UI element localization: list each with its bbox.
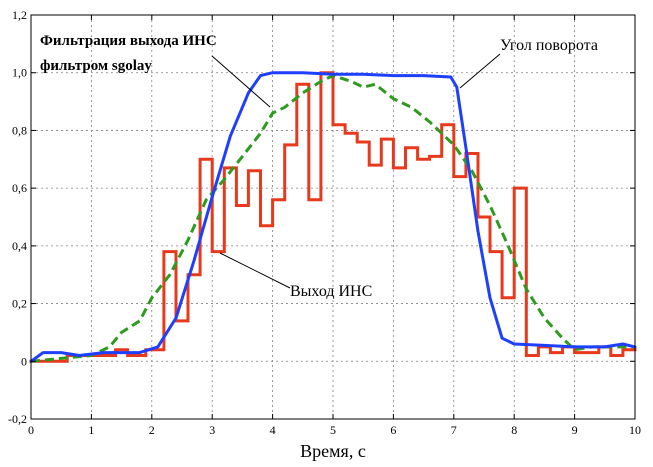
y-tick-label: 0,6 — [12, 181, 27, 195]
x-tick-label: 5 — [330, 423, 336, 437]
x-tick-label: 0 — [28, 423, 34, 437]
annotation-arrow-filter — [211, 55, 271, 108]
annotation-filter-line2: фильтром sgolay — [40, 58, 152, 74]
y-tick-label: 0 — [21, 354, 27, 368]
series-layer — [29, 71, 637, 363]
annotation-angle: Угол поворота — [500, 37, 598, 54]
series-angle-line — [29, 71, 637, 363]
y-tick-label: 0,2 — [12, 297, 27, 311]
x-tick-label: 1 — [88, 423, 94, 437]
y-tick-label: -0,2 — [8, 412, 27, 426]
annotation-arrow-ins — [219, 252, 291, 289]
x-tick-label: 9 — [572, 423, 578, 437]
x-tick-label: 7 — [451, 423, 457, 437]
x-tick-label: 6 — [390, 423, 396, 437]
x-tick-label: 10 — [629, 423, 641, 437]
annotation-filter-line1: Фильтрация выхода ИНС — [40, 33, 217, 49]
x-tick-label: 3 — [209, 423, 215, 437]
y-tick-label: 0,4 — [12, 239, 27, 253]
y-tick-labels: -0,2 0 0,2 0,4 0,6 0,8 1,0 1,2 — [8, 8, 27, 426]
annotation-arrow-angle — [459, 53, 501, 89]
y-tick-label: 0,8 — [12, 123, 27, 137]
x-tick-labels: 0 1 2 3 4 5 6 7 8 9 10 — [28, 423, 641, 437]
y-tick-label: 1,2 — [12, 8, 27, 22]
x-axis-label: Время, с — [300, 441, 366, 461]
y-tick-label: 1,0 — [12, 66, 27, 80]
x-tick-label: 2 — [149, 423, 155, 437]
tick-marks — [30, 14, 636, 420]
x-tick-label: 4 — [270, 423, 276, 437]
x-tick-label: 8 — [511, 423, 517, 437]
annotation-ins: Выход ИНС — [290, 283, 372, 300]
